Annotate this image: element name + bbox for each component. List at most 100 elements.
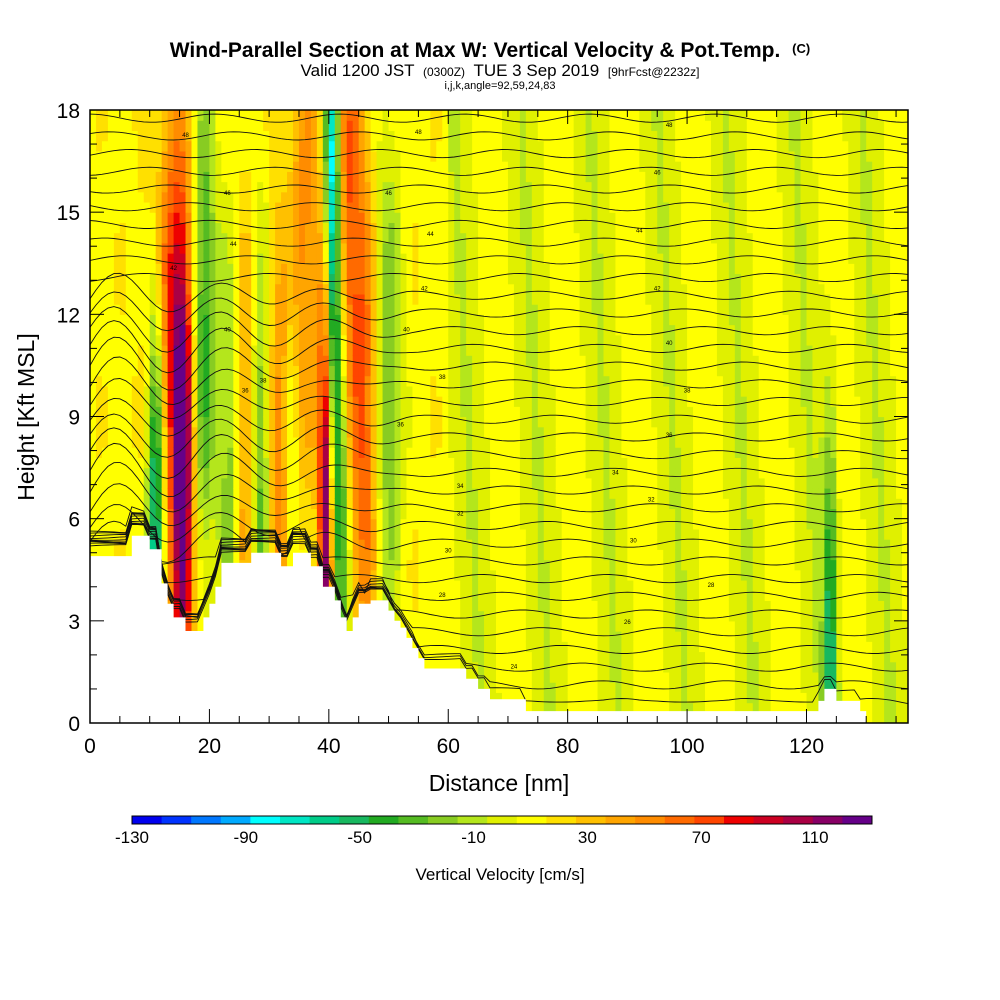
field-cell <box>316 528 324 540</box>
field-cell <box>585 661 593 673</box>
field-cell <box>197 120 205 132</box>
field-cell <box>412 253 419 264</box>
field-cell <box>531 651 539 663</box>
field-cell <box>209 181 216 193</box>
field-cell <box>322 304 330 315</box>
field-cell <box>460 385 467 397</box>
field-cell <box>197 222 205 234</box>
field-cell <box>537 253 545 264</box>
field-cell <box>358 498 366 510</box>
field-cell <box>316 273 324 285</box>
field-cell <box>322 518 330 530</box>
field-cell <box>454 191 461 203</box>
field-cell <box>376 181 384 193</box>
field-cell <box>561 324 569 336</box>
field-cell <box>304 201 312 213</box>
field-cell <box>466 467 473 479</box>
field-cell <box>382 498 390 510</box>
field-cell <box>424 579 431 591</box>
field-cell <box>579 396 587 407</box>
field-cell <box>460 396 467 407</box>
field-cell <box>149 426 157 438</box>
field-cell <box>298 181 306 193</box>
field-cell <box>107 110 115 121</box>
field-cell <box>322 171 330 183</box>
field-cell <box>364 559 372 571</box>
field-cell <box>90 396 97 407</box>
field-cell <box>257 171 264 183</box>
field-cell <box>257 396 264 407</box>
field-cell <box>400 579 408 591</box>
field-cell <box>519 671 527 683</box>
field-cell <box>316 477 324 489</box>
field-cell <box>561 201 569 213</box>
field-cell <box>269 344 276 356</box>
field-cell <box>579 549 587 561</box>
field-cell <box>275 416 282 428</box>
field-cell <box>424 549 431 561</box>
field-cell <box>561 171 569 183</box>
field-cell <box>191 436 199 448</box>
field-cell <box>346 600 354 612</box>
field-cell <box>304 467 312 479</box>
field-cell <box>310 477 318 489</box>
field-cell <box>573 569 581 581</box>
field-cell <box>519 661 527 673</box>
field-cell <box>316 140 324 152</box>
field-cell <box>460 579 467 591</box>
field-cell <box>424 334 431 346</box>
field-cell <box>513 671 521 683</box>
field-cell <box>561 426 569 438</box>
field-cell <box>579 324 587 336</box>
field-cell <box>275 365 282 377</box>
field-cell <box>203 406 211 418</box>
field-cell <box>125 396 133 407</box>
field-cell <box>287 447 294 458</box>
field-cell <box>531 600 539 612</box>
field-cell <box>394 201 402 213</box>
field-cell <box>203 120 211 132</box>
field-cell <box>406 590 414 601</box>
field-cell <box>388 273 396 285</box>
field-cell <box>424 110 431 121</box>
field-cell <box>107 436 115 448</box>
field-cell <box>519 651 527 663</box>
field-cell <box>460 273 467 285</box>
field-cell <box>293 426 300 438</box>
field-cell <box>490 263 497 275</box>
field-cell <box>209 559 216 571</box>
field-cell <box>119 324 127 336</box>
field-cell <box>436 171 443 183</box>
field-cell <box>525 110 533 121</box>
field-cell <box>251 130 258 142</box>
field-cell <box>466 171 473 183</box>
field-cell <box>239 467 246 479</box>
field-cell <box>275 150 282 162</box>
field-cell <box>203 283 211 295</box>
field-cell <box>406 181 414 193</box>
field-cell <box>555 232 563 244</box>
field-cell <box>155 344 163 356</box>
field-cell <box>131 293 139 305</box>
field-cell <box>90 191 97 203</box>
field-cell <box>346 161 354 172</box>
field-cell <box>358 518 366 530</box>
field-cell <box>573 161 581 172</box>
field-cell <box>430 559 437 571</box>
field-cell <box>573 293 581 305</box>
field-cell <box>579 467 587 479</box>
field-cell <box>263 171 270 183</box>
field-cell <box>131 457 139 469</box>
field-cell <box>221 263 228 275</box>
field-cell <box>501 539 509 550</box>
field-cell <box>376 171 384 183</box>
field-cell <box>400 304 408 315</box>
field-cell <box>466 579 473 591</box>
field-cell <box>221 242 228 254</box>
field-cell <box>555 702 563 714</box>
field-cell <box>442 344 449 356</box>
field-cell <box>90 518 97 530</box>
field-cell <box>161 293 169 305</box>
field-cell <box>328 181 336 193</box>
field-cell <box>573 396 581 407</box>
